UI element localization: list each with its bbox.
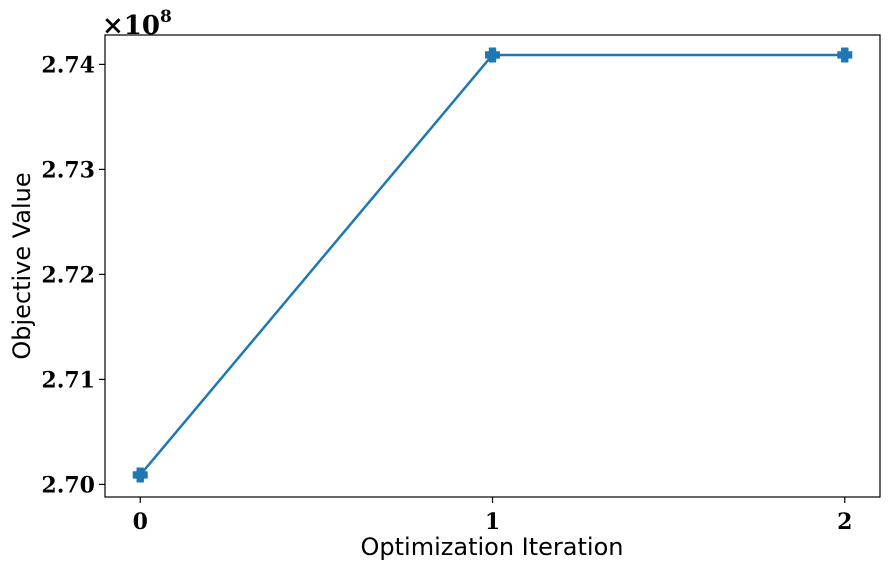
y-offset-exponent: 8 xyxy=(160,7,172,27)
plot-frame xyxy=(104,34,881,498)
data-point-marker xyxy=(485,47,500,63)
y-tick-label: 2.71 xyxy=(41,367,95,393)
data-point-marker xyxy=(837,47,853,63)
x-axis-ticks: 0 1 2 xyxy=(133,497,852,535)
y-tick-label: 2.74 xyxy=(41,52,95,78)
data-point-marker xyxy=(132,467,148,483)
y-tick-label: 2.70 xyxy=(41,472,95,498)
x-tick-label: 2 xyxy=(837,509,852,535)
x-tick-label: 0 xyxy=(133,509,148,535)
series-line xyxy=(139,53,845,476)
series-layer xyxy=(132,47,853,483)
y-offset-base: ×10 xyxy=(102,11,160,41)
y-tick-label: 2.72 xyxy=(41,262,95,288)
x-axis-label: Optimization Iteration xyxy=(361,533,624,561)
y-axis-label: Objective Value xyxy=(8,172,36,359)
y-offset-label: ×108 xyxy=(102,7,172,41)
y-axis-ticks: 2.70 2.71 2.72 2.73 2.74 xyxy=(41,52,105,498)
x-tick-label: 1 xyxy=(485,509,500,535)
y-tick-label: 2.73 xyxy=(41,157,95,183)
